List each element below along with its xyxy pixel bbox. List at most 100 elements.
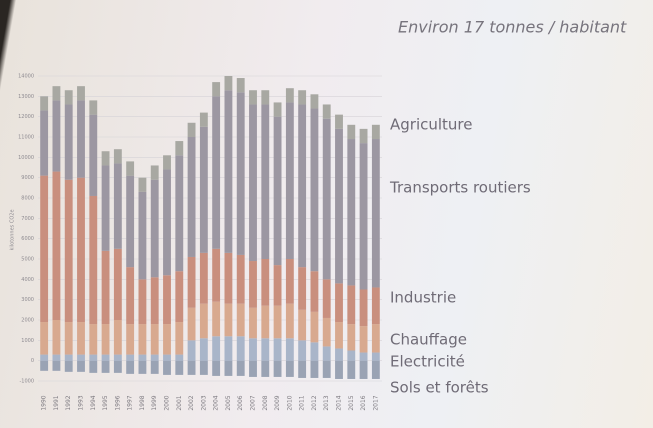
bar-segment (286, 102, 294, 259)
y-tick-label: 12000 (18, 114, 34, 120)
bar-segment (261, 338, 269, 360)
chart: Environ 17 tonnes / habitant kilotonnes … (0, 0, 653, 428)
bar-segment (175, 155, 183, 271)
bar-segment (65, 322, 73, 355)
bar-segment (372, 287, 380, 324)
bar-segment (188, 257, 196, 308)
bar-segment (188, 308, 196, 341)
bar-segment (212, 361, 220, 376)
bar-segment (347, 351, 355, 361)
y-tick-label: 5000 (21, 257, 34, 263)
x-tick-label: 2016 (360, 395, 367, 410)
bar-segment (298, 267, 306, 310)
bar-segment (77, 100, 85, 177)
bar-segment (65, 361, 73, 372)
bar-segment (310, 361, 318, 378)
bar-segment (274, 117, 282, 265)
bar-segment (274, 102, 282, 116)
y-tick-label: 11000 (18, 135, 34, 141)
x-tick-label: 2015 (348, 395, 355, 410)
bar-segment (347, 361, 355, 379)
bar-segment (335, 322, 343, 348)
legend-label: Agriculture (390, 116, 473, 134)
bar-segment (138, 324, 146, 355)
bar-segment (77, 361, 85, 372)
bar-segment (114, 355, 122, 361)
bar-segment (65, 104, 73, 179)
bar-segment (89, 324, 97, 355)
bar-segment (77, 322, 85, 355)
bar-segment (274, 361, 282, 377)
bar-segment (323, 279, 331, 318)
bar-segment (286, 338, 294, 360)
x-tick-label: 2008 (262, 395, 269, 410)
bar-segment (163, 155, 171, 169)
x-tick-label: 1991 (53, 395, 60, 410)
bar-segment (286, 361, 294, 377)
bar-segment (323, 346, 331, 360)
bar-segment (40, 355, 48, 361)
bar-segment (298, 310, 306, 341)
bar-segment (286, 259, 294, 304)
bar-segment (224, 304, 232, 337)
legend-label: Transports routiers (389, 179, 531, 197)
bar-segment (102, 165, 110, 250)
y-axis-label: kilotonnes CO2e (10, 209, 16, 250)
bar-segment (286, 304, 294, 339)
bar-segment (347, 139, 355, 285)
slide-photo: Environ 17 tonnes / habitant kilotonnes … (0, 0, 653, 428)
x-tick-label: 1992 (65, 395, 72, 410)
bar-segment (323, 318, 331, 346)
bar-segment (114, 320, 122, 355)
x-tick-label: 2014 (336, 395, 343, 410)
y-tick-label: 0 (31, 358, 34, 364)
x-tick-label: 1994 (90, 395, 97, 410)
bar-segment (298, 90, 306, 104)
bar-segment (52, 100, 60, 171)
bar-segment (126, 361, 134, 374)
x-tick-label: 1996 (114, 395, 121, 410)
bar-segment (372, 324, 380, 352)
bar-segment (40, 322, 48, 355)
bar-segment (65, 90, 73, 104)
bar-segment (77, 355, 85, 361)
bar-segment (151, 180, 159, 278)
bar-segment (102, 324, 110, 355)
bar-segment (188, 361, 196, 375)
x-tick-label: 2017 (372, 395, 379, 410)
x-tick-label: 2010 (286, 395, 293, 410)
bar-segment (114, 163, 122, 248)
bar-segment (347, 125, 355, 139)
y-tick-label: 1000 (21, 338, 34, 344)
bar-segment (360, 326, 368, 352)
y-tick-label: 13000 (18, 94, 34, 100)
bar-segment (286, 88, 294, 102)
bar-segment (323, 119, 331, 280)
bar-segment (261, 90, 269, 104)
bar-segment (188, 137, 196, 257)
bar-segment (65, 180, 73, 322)
y-tick-label: 2000 (21, 318, 34, 324)
x-tick-label: 2005 (225, 395, 232, 410)
bar-segment (335, 115, 343, 129)
bar-segment (237, 255, 245, 304)
bar-segment (274, 306, 282, 339)
bar-segment (200, 361, 208, 375)
bar-segment (89, 355, 97, 361)
y-tick-label: 4000 (21, 277, 34, 283)
bar-segment (188, 123, 196, 137)
legend-label: Chauffage (390, 331, 467, 349)
bar-segment (200, 253, 208, 304)
bar-segment (360, 129, 368, 143)
y-tick-label: 8000 (21, 196, 34, 202)
bar-segment (360, 353, 368, 361)
bar-segment (138, 361, 146, 374)
x-tick-label: 2002 (188, 395, 195, 410)
bar-segment (372, 139, 380, 287)
bar-segment (114, 361, 122, 373)
annotation: Environ 17 tonnes / habitant (398, 18, 627, 37)
bar-segment (52, 320, 60, 355)
bar-segment (310, 342, 318, 360)
bar-segment (200, 338, 208, 360)
bar-segment (52, 86, 60, 100)
